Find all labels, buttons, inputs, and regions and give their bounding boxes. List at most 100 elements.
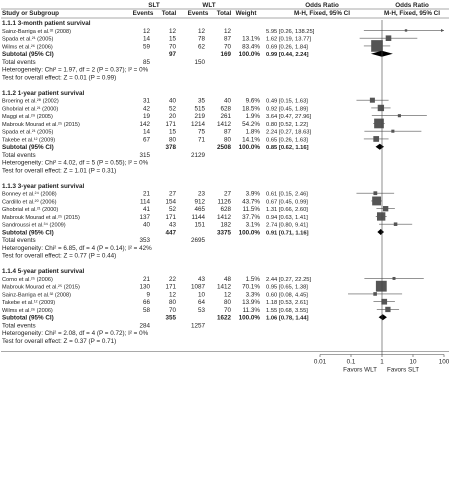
wlt-total: 12	[224, 291, 232, 298]
x-tick-label: 100	[439, 359, 450, 366]
wlt-events: 64	[198, 299, 206, 306]
odds-ratio-ci: 0.67 [0.45, 0.99]	[266, 199, 308, 205]
study-name: Wilms et al.²⁶ (2006)	[2, 307, 53, 314]
study-square	[397, 114, 401, 118]
header-or-title-right: Odds Ratio	[395, 2, 429, 9]
weight: 14.1%	[242, 136, 260, 143]
wlt-events: 151	[194, 222, 205, 229]
total-events-wlt: 1257	[191, 322, 206, 329]
subtotal-wlt-total: 169	[220, 51, 231, 58]
weight: 1.5%	[246, 276, 261, 283]
overall-effect-text: Test for overall effect: Z = 1.01 (P = 0…	[2, 167, 116, 174]
wlt-events: 1214	[191, 121, 206, 128]
odds-ratio-ci: 5.95 [0.26, 138.25]	[266, 29, 315, 35]
slt-events: 40	[143, 222, 151, 229]
slt-events: 130	[139, 284, 150, 291]
subgroup-title: 1.1.1 3-month patient survival	[2, 20, 91, 27]
heterogeneity-text: Heterogeneity: Chi² = 2.08, df = 4 (P = …	[2, 330, 149, 337]
subgroup-title: 1.1.4 5-year patient survival	[2, 268, 85, 275]
wlt-total: 628	[220, 206, 231, 213]
total-events-slt: 353	[139, 237, 150, 244]
slt-events: 59	[143, 43, 151, 50]
slt-total: 20	[169, 113, 177, 120]
study-name: Mabrouk Mourad et al.²⁵ (2015)	[2, 214, 80, 221]
wlt-total: 1412	[217, 214, 232, 221]
overall-effect-text: Test for overall effect: Z = 0.77 (P = 0…	[2, 253, 116, 260]
subtotal-slt-total: 97	[169, 51, 177, 58]
odds-ratio-ci: 1.55 [0.68, 3.55]	[266, 308, 308, 314]
study-square	[373, 136, 380, 142]
study-name: Mabrouk Mourad et al.²⁵ (2015)	[2, 121, 80, 128]
study-name: Maggi et al.²⁹ (2005)	[2, 113, 53, 120]
slt-total: 52	[169, 105, 177, 112]
subtotal-weight: 100.0%	[239, 315, 261, 322]
weight: 11.3%	[243, 307, 261, 314]
wlt-events: 12	[198, 28, 206, 35]
slt-events: 67	[143, 136, 151, 143]
total-events-wlt: 150	[194, 59, 205, 66]
study-name: Ghobrial et al.²¹ (2000)	[2, 207, 58, 213]
favors-right-label: Favors SLT	[387, 367, 419, 374]
header-or-fixed-left: M-H, Fixed, 95% CI	[294, 10, 350, 17]
header-weight: Weight	[236, 10, 258, 17]
study-square	[381, 298, 388, 305]
weight: 13.1%	[242, 36, 260, 43]
study-name: Spada et al.²¹ (2005)	[2, 37, 53, 43]
odds-ratio-ci: 0.95 [0.65, 1.38]	[266, 285, 308, 291]
wlt-events: 1087	[191, 284, 206, 291]
subtotal-slt-total: 355	[165, 315, 176, 322]
slt-events: 9	[146, 291, 150, 298]
subtotal-odds-ratio: 0.91 [0.71, 1.16]	[266, 230, 309, 236]
slt-events: 21	[143, 191, 151, 198]
slt-events: 21	[143, 276, 151, 283]
total-events-slt: 284	[139, 322, 150, 329]
wlt-total: 1412	[217, 284, 232, 291]
slt-events: 137	[139, 214, 150, 221]
weight: 83.4%	[242, 43, 260, 50]
header-wlt-events: Events	[188, 10, 209, 17]
weight: 1.8%	[246, 129, 261, 136]
wlt-events: 515	[194, 105, 205, 112]
odds-ratio-ci: 0.49 [0.15, 1.63]	[266, 99, 308, 105]
header-wlt-total: Total	[217, 10, 232, 17]
slt-total: 154	[165, 198, 176, 205]
total-events-label: Total events	[2, 152, 36, 159]
wlt-events: 78	[198, 36, 206, 43]
x-tick-label: 0.01	[314, 359, 327, 366]
study-name: Sainz-Barriga et al.³² (2008)	[2, 292, 71, 298]
wlt-total: 1412	[217, 121, 232, 128]
slt-total: 80	[169, 136, 177, 143]
slt-total: 15	[169, 36, 177, 43]
slt-total: 43	[169, 222, 177, 229]
header-group-slt: SLT	[148, 2, 160, 9]
slt-total: 70	[169, 307, 177, 314]
study-name: Mabrouk Mourad et al.²⁵ (2015)	[2, 284, 80, 291]
odds-ratio-ci: 0.69 [0.26, 1.84]	[266, 44, 308, 50]
slt-events: 12	[143, 28, 151, 35]
slt-events: 31	[143, 98, 151, 105]
wlt-total: 80	[224, 299, 232, 306]
slt-total: 52	[169, 206, 177, 213]
subtotal-slt-total: 378	[165, 144, 176, 151]
odds-ratio-ci: 3.64 [0.47, 27.96]	[266, 114, 312, 120]
weight: 13.9%	[242, 299, 260, 306]
total-events-slt: 315	[139, 152, 150, 159]
slt-events: 66	[143, 299, 151, 306]
wlt-events: 465	[194, 206, 205, 213]
odds-ratio-ci: 0.60 [0.08, 4.45]	[266, 292, 308, 298]
total-events-label: Total events	[2, 322, 36, 329]
header-slt-events: Events	[133, 10, 154, 17]
subtotal-wlt-total: 2508	[217, 144, 232, 151]
heterogeneity-text: Heterogeneity: Chi² = 1.97, df = 2 (P = …	[2, 67, 149, 74]
slt-total: 22	[169, 276, 177, 283]
study-name: Takebe et al.¹² (2009)	[2, 300, 55, 306]
header-or-title-left: Odds Ratio	[305, 2, 339, 9]
slt-total: 15	[169, 129, 177, 136]
wlt-events: 219	[194, 113, 205, 120]
overall-effect-text: Test for overall effect: Z = 0.01 (P = 0…	[2, 74, 116, 81]
wlt-events: 53	[198, 307, 206, 314]
weight: 70.1%	[242, 284, 260, 291]
slt-total: 40	[169, 98, 177, 105]
wlt-events: 62	[198, 43, 206, 50]
